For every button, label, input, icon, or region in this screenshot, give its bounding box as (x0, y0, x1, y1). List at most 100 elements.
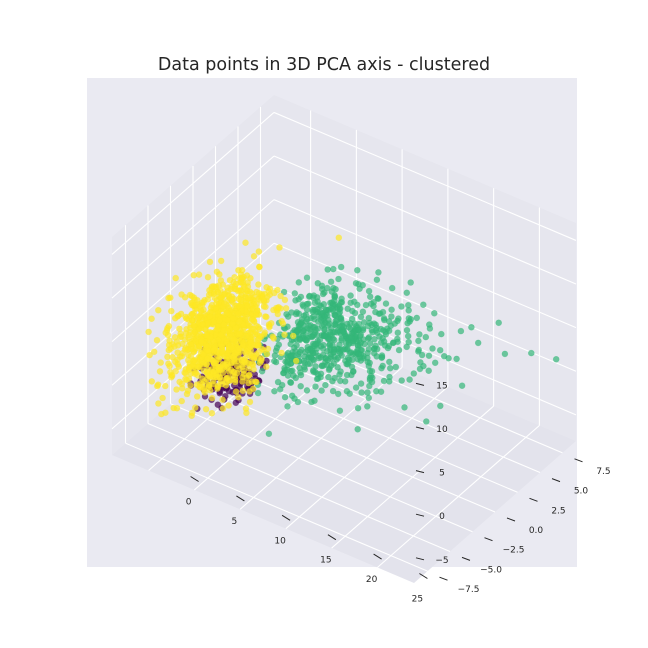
data-point (279, 320, 287, 328)
data-point (265, 430, 273, 438)
data-point (425, 321, 433, 328)
data-point (336, 350, 344, 357)
data-point (173, 386, 180, 393)
data-point (267, 319, 275, 327)
data-point (374, 294, 381, 302)
data-point (359, 308, 367, 316)
z-grid-back (273, 111, 577, 241)
data-point (335, 275, 342, 283)
data-point (314, 279, 322, 287)
data-point (336, 377, 344, 385)
data-point (293, 309, 301, 316)
tick-mark (373, 553, 382, 560)
data-point (310, 368, 317, 376)
data-point (242, 332, 250, 340)
y-tick-label: 2.5 (551, 506, 565, 516)
data-point (363, 403, 371, 410)
data-point (552, 355, 560, 363)
data-point (305, 293, 313, 300)
data-point (157, 359, 164, 366)
data-point (255, 289, 263, 297)
data-point (242, 350, 250, 358)
data-point (326, 331, 334, 338)
data-point (245, 364, 253, 372)
x-tick-label: 10 (274, 536, 286, 546)
data-point (216, 271, 223, 278)
data-point (169, 353, 176, 361)
data-point (388, 306, 395, 314)
data-point (250, 355, 258, 362)
data-point (239, 387, 247, 395)
data-point (295, 279, 303, 286)
series-yellow (145, 234, 343, 420)
data-point (418, 351, 426, 359)
data-point (405, 315, 413, 322)
data-point (232, 399, 240, 407)
data-point (254, 342, 261, 349)
data-point (165, 346, 173, 354)
data-point (322, 306, 330, 314)
data-point (213, 348, 221, 356)
y-tick-label: −7.5 (458, 585, 480, 595)
data-point (242, 239, 249, 246)
data-point (210, 283, 217, 290)
data-point (148, 378, 156, 385)
data-point (192, 358, 199, 365)
data-point (330, 346, 338, 353)
data-point (223, 309, 231, 317)
data-point (392, 363, 400, 371)
data-point (296, 336, 304, 344)
y-grid-floor (125, 442, 428, 572)
data-point (326, 341, 333, 349)
data-point (281, 296, 289, 304)
data-point (274, 378, 282, 386)
data-point (250, 252, 258, 260)
data-point (192, 301, 199, 309)
x-tick-label: 5 (232, 517, 238, 527)
data-point (292, 347, 299, 355)
z-tick-label: 0 (439, 512, 445, 522)
data-points (145, 234, 560, 438)
x-tick-label: 0 (186, 498, 192, 508)
z-tick-label: 5 (439, 469, 445, 479)
data-point (258, 345, 266, 353)
data-point (183, 315, 190, 322)
data-point (284, 372, 292, 379)
data-point (327, 278, 335, 286)
data-point (283, 359, 291, 366)
data-point (317, 316, 325, 324)
data-point (358, 346, 366, 354)
data-point (186, 291, 194, 299)
data-point (225, 293, 232, 300)
data-point (234, 310, 242, 317)
data-point (389, 339, 397, 347)
data-point (375, 269, 382, 276)
data-point (246, 388, 253, 395)
data-point (150, 348, 158, 356)
data-point (416, 331, 423, 338)
data-point (310, 331, 318, 339)
data-point (331, 311, 338, 319)
tick-mark (236, 495, 245, 502)
chart-title: Data points in 3D PCA axis - clustered (157, 55, 491, 75)
data-point (187, 345, 195, 353)
data-point (222, 382, 230, 389)
data-point (203, 361, 210, 368)
data-point (436, 346, 444, 354)
data-point (312, 383, 319, 390)
data-point (188, 409, 196, 417)
data-point (214, 382, 222, 390)
data-point (334, 363, 341, 371)
data-point (198, 338, 205, 346)
data-point (145, 328, 152, 336)
data-point (353, 301, 361, 309)
data-point (249, 361, 257, 369)
data-point (369, 328, 376, 336)
data-point (415, 346, 423, 354)
y-tick-label: 0.0 (529, 526, 544, 536)
data-point (365, 394, 373, 402)
data-point (278, 349, 285, 357)
data-point (344, 360, 352, 368)
